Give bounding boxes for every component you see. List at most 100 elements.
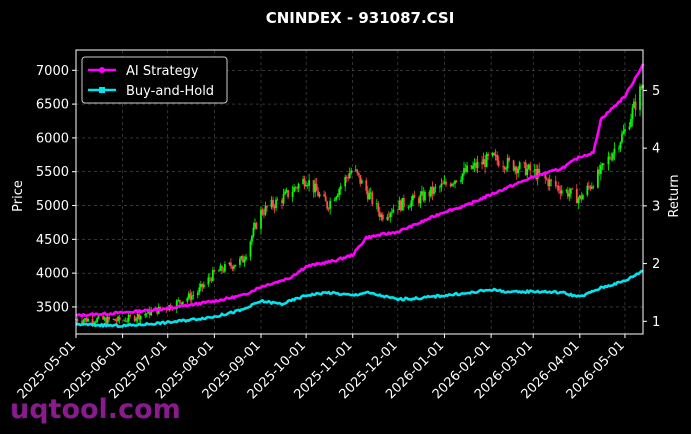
- candle-body: [371, 192, 374, 205]
- candle-body: [308, 180, 311, 186]
- candle-body: [114, 318, 117, 321]
- candle-body: [84, 318, 86, 321]
- candle-body: [202, 284, 205, 288]
- candle-body: [285, 190, 288, 192]
- candle-body: [571, 188, 574, 190]
- candle-body: [178, 300, 181, 303]
- candle-body: [112, 318, 115, 320]
- candle-body: [494, 154, 497, 156]
- candle-body: [619, 142, 622, 149]
- candle-body: [228, 262, 231, 265]
- candle-body: [482, 159, 485, 165]
- candle-body: [387, 216, 390, 218]
- candle-body: [381, 214, 384, 220]
- candle-body: [133, 316, 136, 321]
- candle-body: [97, 315, 100, 319]
- candle-body: [464, 168, 467, 172]
- candle-body: [496, 154, 499, 161]
- candle-body: [186, 298, 189, 302]
- candle-body: [514, 167, 517, 171]
- candle-body: [411, 195, 414, 201]
- candle-body: [508, 158, 511, 161]
- candle-body: [512, 160, 515, 171]
- candle-body: [442, 183, 444, 185]
- candle-body: [335, 196, 338, 200]
- candle-body: [139, 315, 142, 320]
- candle-body: [433, 187, 435, 194]
- candle-body: [198, 287, 201, 293]
- candle-body: [460, 179, 462, 182]
- candle-body: [196, 292, 199, 296]
- candle-body: [348, 173, 351, 179]
- candle-body: [599, 165, 602, 174]
- candle-body: [240, 256, 243, 259]
- candle-body: [517, 168, 520, 174]
- candle-body: [323, 194, 326, 197]
- candle-body: [270, 199, 273, 208]
- candle-body: [242, 256, 244, 263]
- candle-body: [266, 205, 268, 208]
- candle-body: [336, 195, 339, 197]
- candle-body: [211, 270, 214, 281]
- candle-body: [628, 126, 631, 130]
- candle-body: [502, 166, 505, 168]
- candle-body: [303, 178, 306, 187]
- candle-body: [201, 283, 204, 288]
- candle-body: [94, 322, 97, 323]
- candle-body: [144, 314, 147, 316]
- candle-body: [230, 262, 232, 267]
- candle-body: [589, 186, 592, 189]
- candle-body: [568, 193, 571, 197]
- candle-body: [254, 222, 256, 228]
- candle-body: [239, 258, 241, 265]
- candle-body: [123, 320, 126, 322]
- candle-body: [189, 293, 192, 300]
- candle-body: [461, 173, 464, 180]
- candle-body: [389, 213, 392, 217]
- candle-body: [559, 190, 562, 194]
- candle-body: [622, 131, 625, 134]
- candle-body: [550, 179, 553, 181]
- candle-body: [127, 314, 130, 321]
- x-axis: 2025-05-012025-06-012025-07-012025-08-01…: [15, 334, 628, 402]
- candle-body: [377, 203, 380, 212]
- candle-body: [305, 185, 308, 187]
- candle-body: [260, 209, 262, 229]
- candle-body: [102, 315, 104, 320]
- candle-body: [485, 153, 488, 167]
- candle-body: [145, 313, 148, 315]
- candle-body: [424, 191, 426, 201]
- candle-body: [187, 293, 190, 299]
- candle-body: [234, 264, 237, 267]
- candle-body: [631, 107, 634, 120]
- candle-body: [344, 177, 347, 187]
- candle-body: [497, 160, 500, 167]
- candle-body: [566, 190, 569, 197]
- legend-label-buy-and-hold: Buy-and-Hold: [126, 84, 214, 99]
- candle-body: [596, 169, 599, 188]
- y-axis-right: 1 2 3 4 5: [643, 84, 660, 330]
- candle-body: [339, 186, 342, 190]
- candle-body: [251, 236, 253, 242]
- candle-body: [273, 206, 276, 209]
- y-right-tick-label: 5: [652, 84, 660, 99]
- y-right-tick-label: 1: [652, 315, 660, 330]
- candle-body: [386, 216, 389, 220]
- candle-body: [454, 180, 456, 184]
- candle-body: [217, 270, 220, 272]
- candle-body: [408, 206, 411, 208]
- candle-body: [598, 169, 601, 174]
- candle-body: [455, 180, 458, 182]
- candle-body: [533, 169, 536, 171]
- y-left-tick-label: 5500: [36, 165, 69, 180]
- candle-body: [390, 212, 393, 214]
- candle-body: [466, 165, 468, 172]
- candle-body: [115, 320, 118, 322]
- candle-body: [524, 162, 527, 176]
- candle-body: [219, 265, 222, 271]
- candle-body: [345, 177, 348, 178]
- candle-body: [577, 198, 580, 204]
- legend-box: [81, 56, 228, 104]
- candle-body: [294, 187, 297, 188]
- candle-body: [607, 156, 610, 165]
